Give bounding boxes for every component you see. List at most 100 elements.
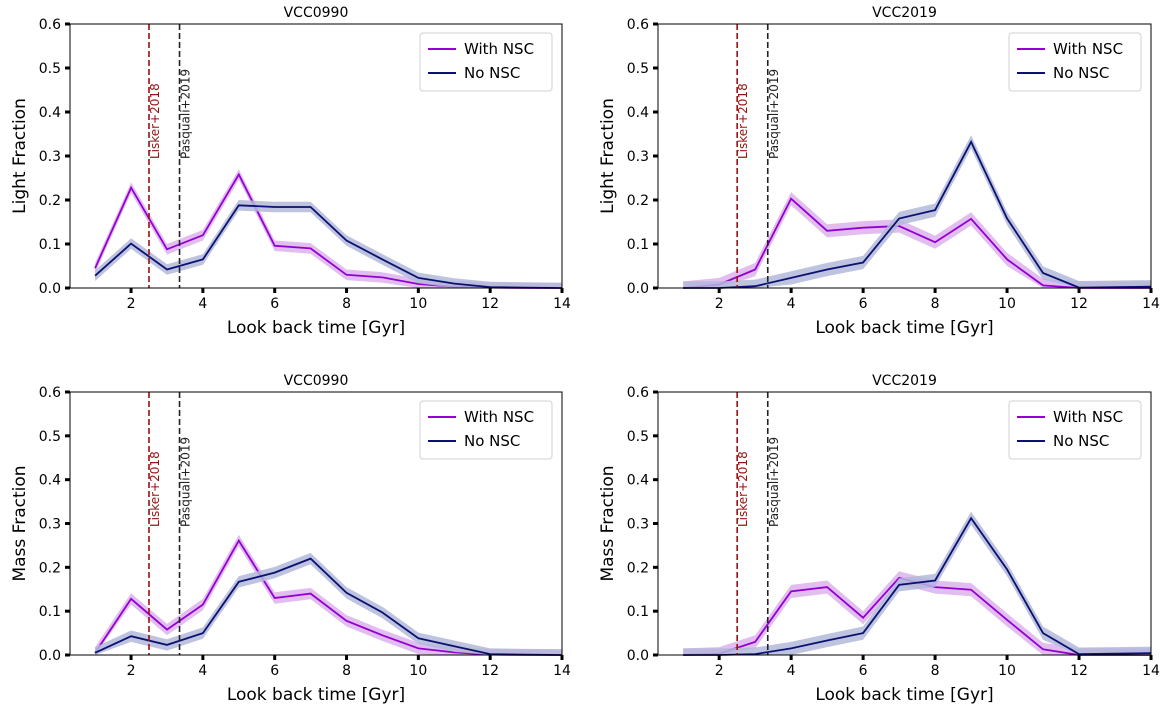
- y-tick-label: 0.1: [627, 237, 649, 253]
- y-tick-label: 0.2: [627, 193, 649, 209]
- x-tick-label: 4: [198, 296, 207, 312]
- y-tick-label: 0.3: [627, 517, 649, 533]
- y-axis-label: Mass Fraction: [598, 465, 618, 581]
- x-tick-label: 8: [931, 296, 940, 312]
- x-axis-label: Look back time [Gyr]: [815, 685, 993, 705]
- y-tick-label: 0.3: [39, 517, 61, 533]
- x-tick-label: 12: [481, 663, 499, 679]
- reference-line-label: Lisker+2018: [148, 451, 162, 527]
- x-axis-label: Look back time [Gyr]: [815, 318, 993, 338]
- reference-line-label: Pasquali+2019: [179, 69, 193, 159]
- x-tick-label: 10: [998, 663, 1016, 679]
- x-tick-label: 4: [787, 296, 796, 312]
- x-tick-label: 2: [127, 296, 136, 312]
- x-tick-label: 10: [998, 296, 1016, 312]
- y-tick-label: 0.4: [39, 473, 61, 489]
- y-tick-label: 0.0: [39, 648, 61, 664]
- y-tick-label: 0.2: [627, 560, 649, 576]
- x-tick-label: 14: [553, 663, 571, 679]
- series-line-no-nsc: [94, 204, 563, 289]
- legend-label: With NSC: [1053, 408, 1123, 426]
- y-tick-label: 0.2: [39, 193, 61, 209]
- series-band: [95, 552, 562, 655]
- series-band: [95, 534, 562, 655]
- chart-panel: Lisker+2018 Pasquali+2019 0.0 0.1 0.2 0.3 0.4 0…: [598, 5, 1160, 338]
- x-axis-label: Look back time [Gyr]: [227, 318, 405, 338]
- y-tick-label: 0.5: [39, 61, 61, 77]
- legend-label: No NSC: [464, 432, 520, 450]
- series-band: [95, 169, 562, 288]
- legend: With NSC No NSC: [419, 400, 553, 460]
- legend-box: [419, 32, 553, 92]
- x-tick-label: 6: [859, 296, 868, 312]
- x-tick-label: 14: [1142, 663, 1160, 679]
- x-tick-label: 8: [342, 296, 351, 312]
- x-tick-label: 6: [859, 663, 868, 679]
- chart-title: VCC0990: [284, 5, 349, 21]
- legend-label: No NSC: [1053, 432, 1109, 450]
- y-tick-label: 0.0: [627, 648, 649, 664]
- x-tick-label: 6: [270, 296, 279, 312]
- legend: With NSC No NSC: [1008, 400, 1142, 460]
- chart-title: VCC0990: [284, 373, 349, 389]
- x-tick-label: 14: [1142, 296, 1160, 312]
- legend-label: With NSC: [1053, 40, 1123, 58]
- x-tick-label: 6: [270, 663, 279, 679]
- y-tick-label: 0.4: [627, 473, 649, 489]
- x-tick-label: 10: [409, 663, 427, 679]
- legend: With NSC No NSC: [419, 32, 553, 92]
- y-tick-label: 0.6: [627, 385, 649, 401]
- y-tick-label: 0.6: [39, 17, 61, 33]
- y-axis-label: Mass Fraction: [10, 465, 30, 581]
- y-tick-label: 0.0: [627, 281, 649, 297]
- x-tick-label: 12: [481, 296, 499, 312]
- x-tick-label: 14: [553, 296, 571, 312]
- y-tick-label: 0.5: [627, 429, 649, 445]
- x-tick-label: 8: [931, 663, 940, 679]
- x-tick-label: 12: [1070, 663, 1088, 679]
- y-tick-label: 0.2: [39, 560, 61, 576]
- y-tick-label: 0.6: [627, 17, 649, 33]
- legend-box: [1008, 32, 1142, 92]
- series-line-no-nsc: [683, 139, 1152, 289]
- chart-title: VCC2019: [872, 5, 937, 21]
- legend-box: [419, 400, 553, 460]
- reference-line-label: Pasquali+2019: [767, 69, 781, 159]
- legend-label: No NSC: [464, 64, 520, 82]
- reference-line-label: Lisker+2018: [736, 83, 750, 159]
- reference-line-label: Pasquali+2019: [767, 437, 781, 527]
- x-tick-label: 4: [198, 663, 207, 679]
- legend-label: No NSC: [1053, 64, 1109, 82]
- x-tick-label: 2: [715, 296, 724, 312]
- chart-title: VCC2019: [872, 373, 937, 389]
- y-tick-label: 0.5: [627, 61, 649, 77]
- reference-line-label: Pasquali+2019: [179, 437, 193, 527]
- x-tick-label: 8: [342, 663, 351, 679]
- y-tick-label: 0.3: [627, 149, 649, 165]
- chart-panel: Lisker+2018 Pasquali+2019 0.0 0.1 0.2 0.3 0.4 0…: [598, 373, 1160, 705]
- y-axis-label: Light Fraction: [598, 98, 618, 214]
- series-line-with-nsc: [94, 538, 562, 656]
- chart-panel: Lisker+2018 Pasquali+2019 0.0 0.1 0.2 0.3 0.4 0…: [10, 373, 571, 705]
- x-tick-label: 12: [1070, 296, 1088, 312]
- series-band: [683, 135, 1151, 288]
- series-band: [683, 571, 1151, 655]
- legend-box: [1008, 400, 1142, 460]
- legend-label: With NSC: [464, 40, 534, 58]
- x-tick-label: 2: [715, 663, 724, 679]
- series-band: [683, 192, 1151, 288]
- series-line-no-nsc: [94, 557, 563, 656]
- y-tick-label: 0.6: [39, 385, 61, 401]
- y-tick-label: 0.3: [39, 149, 61, 165]
- legend-label: With NSC: [464, 408, 534, 426]
- y-axis-label: Light Fraction: [10, 98, 30, 214]
- series-line-with-nsc: [683, 576, 1151, 656]
- y-tick-label: 0.5: [39, 429, 61, 445]
- y-tick-label: 0.4: [39, 105, 61, 121]
- y-tick-label: 0.1: [39, 237, 61, 253]
- y-tick-label: 0.1: [627, 604, 649, 620]
- x-axis-label: Look back time [Gyr]: [227, 685, 405, 705]
- x-tick-label: 2: [127, 663, 136, 679]
- y-tick-label: 0.4: [627, 105, 649, 121]
